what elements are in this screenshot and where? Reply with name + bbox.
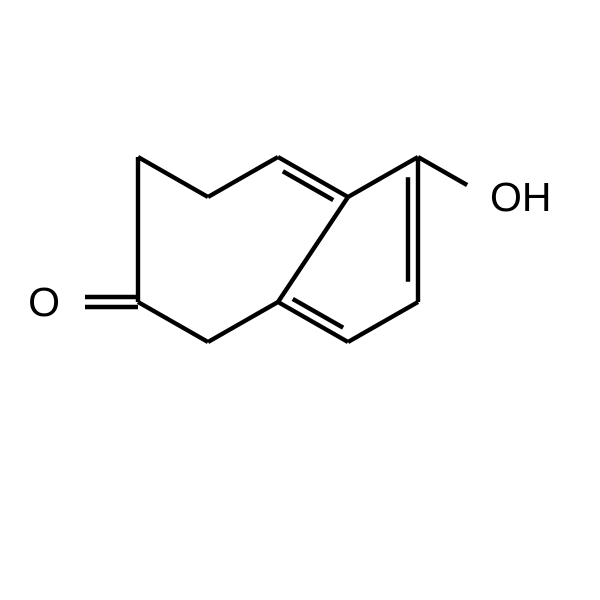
atom-label-O_hydroxy: OH [490,174,552,220]
bond-C1-C2 [208,157,278,197]
bond-C7-C8 [208,302,278,342]
bond-C5-C6 [348,302,418,342]
molecule-diagram: O OH [0,0,600,600]
bond-C10-C1 [138,157,208,197]
bond-C7-C3 [278,197,348,302]
bond-C4-O_hydroxy [418,157,467,185]
bond-C8-C9 [138,302,208,342]
atom-label-O_ketone: O [28,279,60,325]
